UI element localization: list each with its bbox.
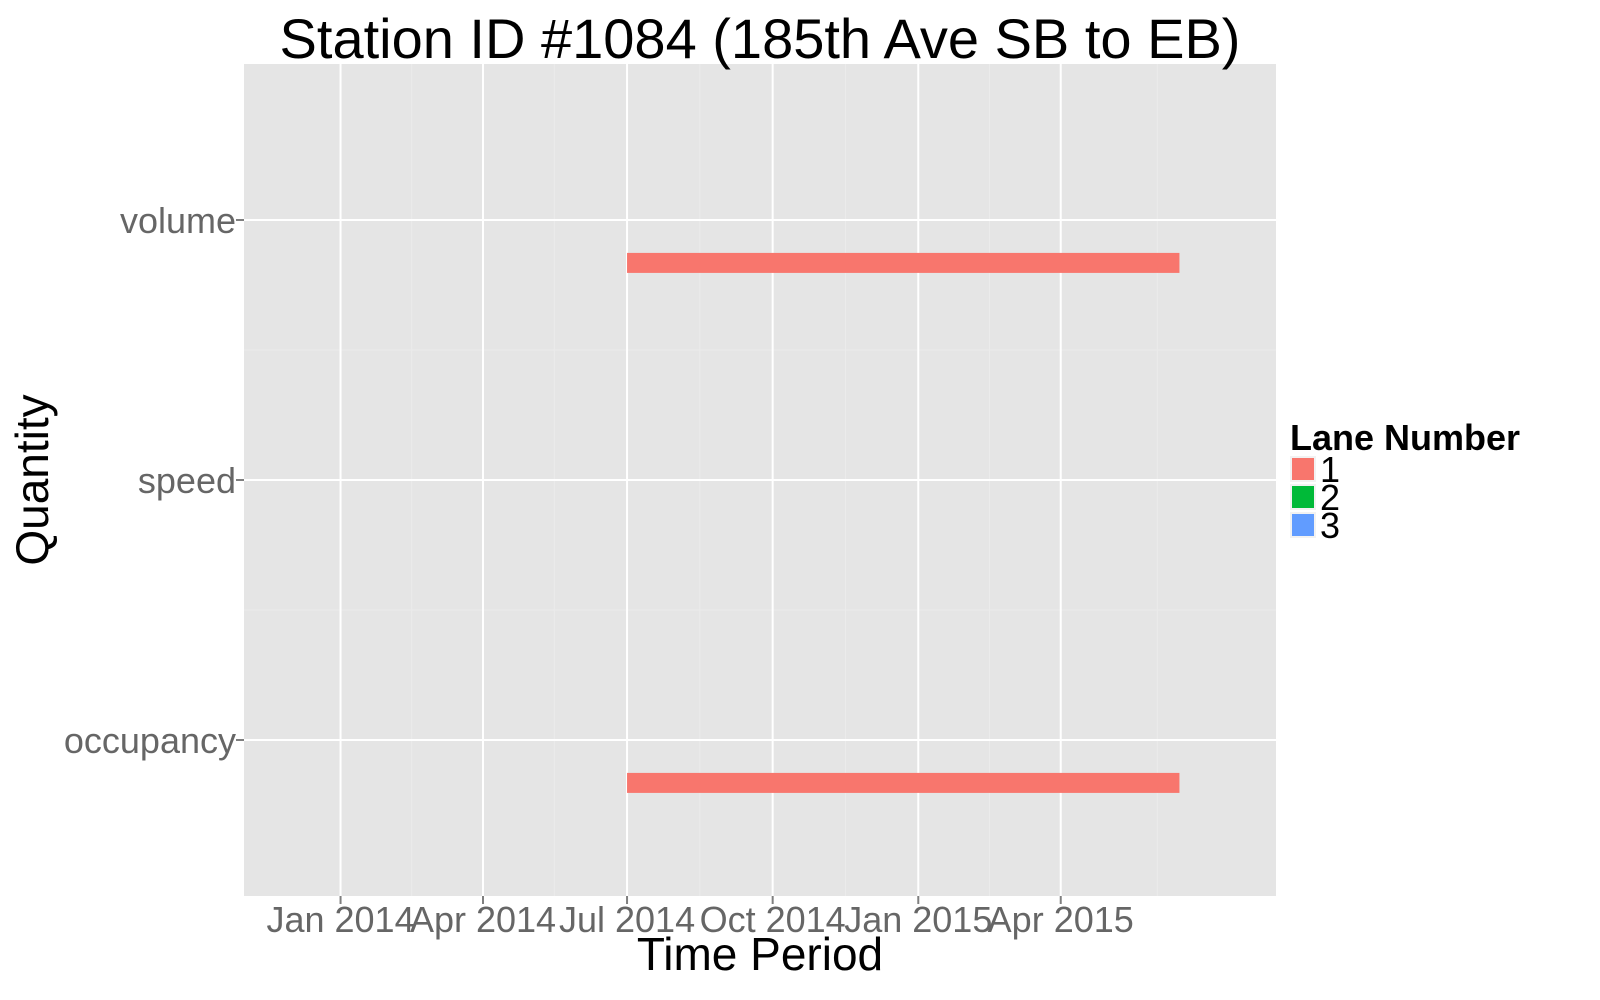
legend-label-3: 3 xyxy=(1320,505,1340,546)
y-tick-label-volume: volume xyxy=(120,200,236,241)
bar-lane-1-occupancy xyxy=(627,772,1180,793)
bar-lane-1-volume xyxy=(627,252,1180,273)
legend-swatch-3 xyxy=(1292,514,1314,536)
legend-label-2: 2 xyxy=(1320,477,1340,518)
legend-items: 123 xyxy=(1290,449,1340,546)
chart-title: Station ID #1084 (185th Ave SB to EB) xyxy=(280,7,1241,70)
legend: Lane Number 123 xyxy=(1290,417,1520,546)
x-tick-label: Apr 2015 xyxy=(988,899,1134,940)
x-tick-label: Jul 2014 xyxy=(559,899,695,940)
legend-swatch-2 xyxy=(1292,486,1314,508)
x-tick-label: Apr 2014 xyxy=(410,899,556,940)
legend-swatch-1 xyxy=(1292,458,1314,480)
x-tick-label: Jan 2014 xyxy=(266,899,414,940)
bar-layer xyxy=(627,252,1180,793)
y-tick-label-occupancy: occupancy xyxy=(64,720,236,761)
x-axis-title: Time Period xyxy=(637,928,883,980)
legend-label-1: 1 xyxy=(1320,449,1340,490)
x-tick-label: Jan 2015 xyxy=(844,899,992,940)
grid-layer xyxy=(244,64,1276,896)
x-tick-label: Oct 2014 xyxy=(700,899,846,940)
y-tick-label-speed: speed xyxy=(138,460,236,501)
legend-title: Lane Number xyxy=(1290,417,1520,458)
y-axis-title: Quantity xyxy=(6,394,58,565)
